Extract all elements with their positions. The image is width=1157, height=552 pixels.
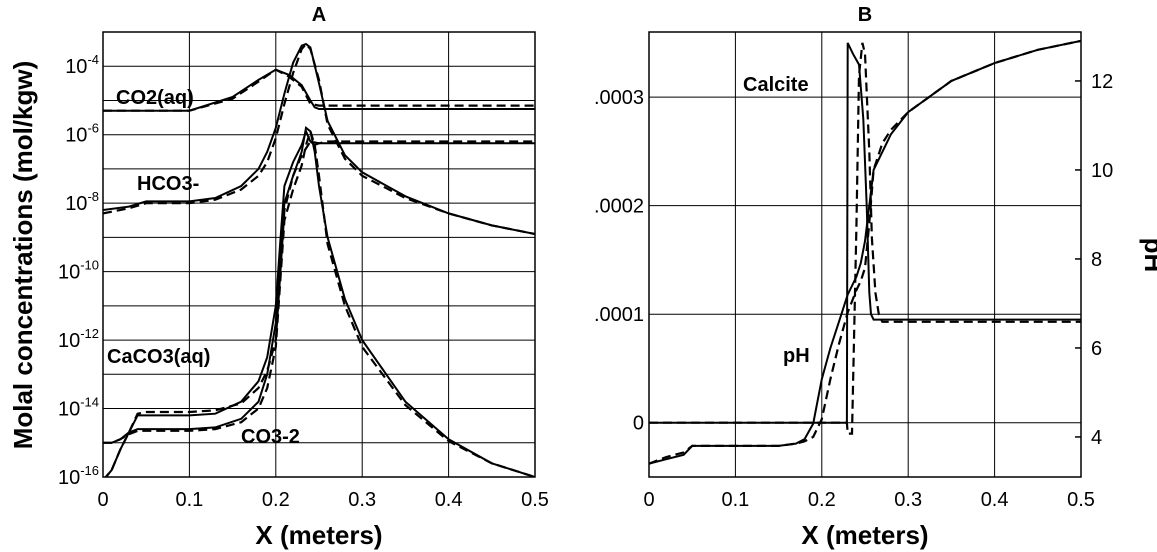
annotation-co2aq: CO2(aq) [116, 87, 194, 109]
panel-a-x-label: X (meters) [255, 520, 382, 550]
panel-b-y-tick-label-left: .0001 [594, 304, 644, 326]
panel-a-x-tick-label: 0.3 [348, 489, 376, 511]
panel-a: A 0 0.1 0.2 0.3 0.4 0.5 10-1610-1410-1210-101… [8, 4, 549, 550]
panel-a-y-tick-label: 10-14 [58, 395, 99, 421]
panel-b-y-tick-label-right: 10 [1091, 160, 1113, 182]
panel-b: B 0 0.1 0.2 0.3 0.4 0.5 0 .0001 .0002 .0003 4 6 8 1… [594, 4, 1157, 550]
panel-a-y-tick-label: 10-16 [58, 463, 99, 489]
panel-b-y-tick-label-right: 12 [1091, 71, 1113, 93]
panel-b-y-tick-label-right: 8 [1091, 249, 1102, 271]
panel-a-title: A [312, 4, 326, 26]
panel-b-x-tick-label: 0.4 [981, 489, 1009, 511]
panel-a-y-tick-label: 10-4 [65, 52, 99, 78]
panel-a-curves [103, 42, 535, 477]
panel-a-x-ticks: 0 0.1 0.2 0.3 0.4 0.5 [97, 489, 548, 511]
panel-b-curves [649, 39, 1081, 465]
series-line-co2aq-dashed [103, 68, 535, 112]
annotation-hco3: HCO3- [137, 173, 199, 195]
series-line-ph-solid [649, 39, 1081, 465]
panel-b-frame [648, 31, 1082, 478]
series-line-ph-dashed [649, 39, 1081, 465]
series-line-co32-dashed [103, 127, 535, 477]
panel-a-y-ticks: 10-16 10-14 10-12 10-10 10-8 10-6 10-4 [58, 52, 99, 489]
panel-b-y-label-right: pH [1139, 238, 1157, 273]
panel-a-x-tick-label: 0.1 [175, 489, 203, 511]
panel-a-y-tick-label: 10-12 [58, 326, 99, 352]
series-line-calcite-dashed [649, 42, 1081, 435]
annotation-calcite: Calcite [743, 74, 809, 96]
series-line-calcite-solid [649, 42, 1081, 424]
panel-a-y-tick-label: 10-6 [65, 121, 99, 147]
panel-a-x-tick-label: 0.5 [521, 489, 549, 511]
panel-b-y-tick-label-left: .0003 [594, 87, 644, 109]
panel-a-x-tick-label: 0.4 [435, 489, 463, 511]
series-line-co32-solid [103, 125, 535, 477]
panel-a-y-tick-label: 10-10 [58, 258, 99, 284]
series-line-hco3-solid [103, 42, 535, 235]
panel-a-x-tick-label: 0 [97, 489, 108, 511]
panel-b-x-ticks: 0 0.1 0.2 0.3 0.4 0.5 [643, 489, 1094, 511]
panel-b-y-tick-label-left: 0 [633, 413, 644, 435]
panel-b-y-ticks-right: 4 6 8 10 12 [1075, 71, 1113, 449]
panel-b-x-label: X (meters) [801, 520, 928, 550]
panel-a-x-tick-label: 0.2 [262, 489, 290, 511]
annotation-co32: CO3-2 [241, 426, 300, 448]
annotation-caco3aq: CaCO3(aq) [107, 346, 210, 368]
panel-b-x-tick-label: 0 [643, 489, 654, 511]
panel-b-y-tick-label-right: 4 [1091, 427, 1102, 449]
panel-b-y-tick-label-right: 6 [1091, 338, 1102, 360]
panel-b-x-tick-label: 0.2 [808, 489, 836, 511]
panel-b-x-tick-label: 0.3 [894, 489, 922, 511]
panel-b-x-tick-label: 0.5 [1067, 489, 1095, 511]
panel-a-y-label: Molal concentrations (mol/kgw) [8, 61, 38, 450]
annotation-ph: pH [783, 345, 810, 367]
panel-b-title: B [858, 4, 872, 26]
panel-b-grid [648, 32, 1082, 477]
series-line-caco3aq-dashed [104, 140, 535, 477]
panel-b-y-tick-label-left: .0002 [594, 196, 644, 218]
panel-b-x-tick-label: 0.1 [721, 489, 749, 511]
panel-a-y-tick-label: 10-8 [65, 189, 99, 215]
panel-a-frame [102, 31, 536, 478]
series-line-hco3-dashed [103, 42, 535, 236]
panel-b-y-ticks-left: 0 .0001 .0002 .0003 [594, 87, 644, 435]
